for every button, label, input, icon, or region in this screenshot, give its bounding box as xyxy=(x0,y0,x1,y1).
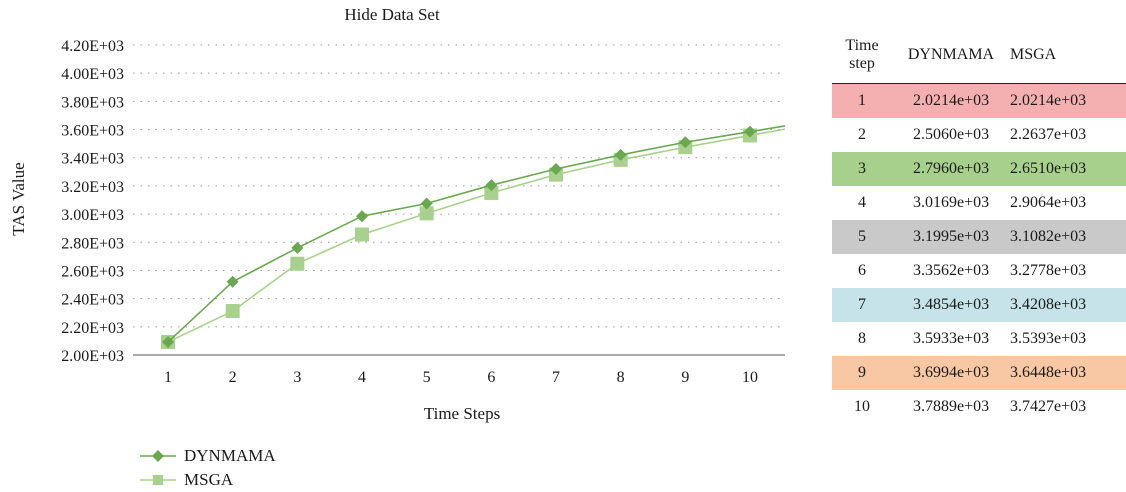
legend-marker-square-icon xyxy=(140,473,176,487)
cell-time-step: 4 xyxy=(832,186,892,220)
cell-time-step: 2 xyxy=(832,118,892,152)
values-table: Time step DYNMAMA MSGA 1 2.0214e+03 2.0214… xyxy=(832,26,1126,424)
y-tick-label: 3.20E+03 xyxy=(61,179,124,196)
cell-msga: 2.9064e+03 xyxy=(1010,186,1126,220)
diamond-marker xyxy=(291,242,303,254)
table-row: 6 3.3562e+03 3.2778e+03 xyxy=(832,254,1126,288)
table-row: 8 3.5933e+03 3.5393e+03 xyxy=(832,322,1126,356)
header-time-step: Time step xyxy=(832,26,892,84)
cell-dynmama: 3.1995e+03 xyxy=(892,220,1010,254)
square-marker xyxy=(355,228,369,242)
cell-msga: 2.0214e+03 xyxy=(1010,84,1126,119)
header-msga: MSGA xyxy=(1010,26,1126,84)
y-tick-labels: 2.00E+03 2.20E+03 2.40E+03 2.60E+03 2.80E+03… xyxy=(61,38,124,365)
cell-msga: 2.6510e+03 xyxy=(1010,152,1126,186)
table-row: 10 3.7889e+03 3.7427e+03 xyxy=(832,390,1126,424)
y-tick-label: 2.40E+03 xyxy=(61,292,124,309)
y-tick-label: 2.20E+03 xyxy=(61,320,124,337)
x-tick-label: 6 xyxy=(487,369,495,386)
x-tick-label: 1 xyxy=(164,369,172,386)
y-tick-label: 2.00E+03 xyxy=(61,348,124,365)
cell-time-step: 9 xyxy=(832,356,892,390)
y-tick-label: 2.80E+03 xyxy=(61,235,124,252)
cell-dynmama: 3.6994e+03 xyxy=(892,356,1010,390)
y-tick-label: 4.20E+03 xyxy=(61,38,124,55)
series-line xyxy=(168,126,785,342)
table-row: 2 2.5060e+03 2.2637e+03 xyxy=(832,118,1126,152)
cell-dynmama: 3.3562e+03 xyxy=(892,254,1010,288)
cell-msga: 3.4208e+03 xyxy=(1010,288,1126,322)
x-tick-label: 4 xyxy=(358,369,366,386)
cell-msga: 3.5393e+03 xyxy=(1010,322,1126,356)
cell-dynmama: 3.5933e+03 xyxy=(892,322,1010,356)
header-time-step-line1: Time xyxy=(845,37,878,54)
cell-dynmama: 3.7889e+03 xyxy=(892,390,1010,424)
table-row: 5 3.1995e+03 3.1082e+03 xyxy=(832,220,1126,254)
x-tick-label: 10 xyxy=(742,369,758,386)
cell-dynmama: 2.5060e+03 xyxy=(892,118,1010,152)
y-tick-label: 3.00E+03 xyxy=(61,207,124,224)
y-tick-label: 3.60E+03 xyxy=(61,123,124,140)
square-marker xyxy=(290,257,304,271)
table-row: 7 3.4854e+03 3.4208e+03 xyxy=(832,288,1126,322)
cell-dynmama: 2.0214e+03 xyxy=(892,84,1010,119)
cell-dynmama: 2.7960e+03 xyxy=(892,152,1010,186)
cell-time-step: 5 xyxy=(832,220,892,254)
cell-msga: 2.2637e+03 xyxy=(1010,118,1126,152)
diamond-marker xyxy=(356,210,368,222)
table-body: 1 2.0214e+03 2.0214e+03 2 2.5060e+03 2.2637e+… xyxy=(832,84,1126,425)
series-line xyxy=(168,129,785,342)
header-dynmama: DYNMAMA xyxy=(892,26,1010,84)
cell-msga: 3.6448e+03 xyxy=(1010,356,1126,390)
x-tick-label: 8 xyxy=(617,369,625,386)
y-axis-label: TAS Value xyxy=(9,162,28,235)
cell-time-step: 3 xyxy=(832,152,892,186)
cell-time-step: 1 xyxy=(832,84,892,119)
x-tick-label: 7 xyxy=(552,369,560,386)
x-tick-label: 3 xyxy=(293,369,301,386)
y-tick-label: 2.60E+03 xyxy=(61,263,124,280)
x-tick-label: 5 xyxy=(423,369,431,386)
legend-label-msga: MSGA xyxy=(184,470,233,490)
legend-item-dynmama: DYNMAMA xyxy=(140,444,276,468)
legend-item-msga: MSGA xyxy=(140,468,276,492)
y-tick-label: 3.40E+03 xyxy=(61,151,124,168)
series-dynmama xyxy=(162,126,785,348)
cell-time-step: 7 xyxy=(832,288,892,322)
cell-time-step: 8 xyxy=(832,322,892,356)
table-row: 9 3.6994e+03 3.6448e+03 xyxy=(832,356,1126,390)
cell-time-step: 10 xyxy=(832,390,892,424)
table-row: 4 3.0169e+03 2.9064e+03 xyxy=(832,186,1126,220)
x-tick-labels: 1 2 3 4 5 6 7 8 9 10 xyxy=(164,369,758,386)
square-marker xyxy=(226,304,240,318)
line-chart: Hide Data Set 2.00E+032.20E+032.40E+032.… xyxy=(0,0,800,440)
table-header-row: Time step DYNMAMA MSGA xyxy=(832,26,1126,84)
header-time-step-line2: step xyxy=(849,55,875,72)
series-layer xyxy=(161,126,785,349)
table-row: 1 2.0214e+03 2.0214e+03 xyxy=(832,84,1126,119)
x-tick-label: 9 xyxy=(681,369,689,386)
cell-msga: 3.7427e+03 xyxy=(1010,390,1126,424)
legend-label-dynmama: DYNMAMA xyxy=(184,446,276,466)
legend-marker-diamond-icon xyxy=(140,449,176,463)
table-row: 3 2.7960e+03 2.6510e+03 xyxy=(832,152,1126,186)
cell-msga: 3.2778e+03 xyxy=(1010,254,1126,288)
x-tick-label: 2 xyxy=(229,369,237,386)
x-axis-label: Time Steps xyxy=(424,404,500,423)
chart-legend: DYNMAMA MSGA xyxy=(140,444,276,492)
series-msga xyxy=(161,128,785,349)
cell-time-step: 6 xyxy=(832,254,892,288)
cell-msga: 3.1082e+03 xyxy=(1010,220,1126,254)
chart-title: Hide Data Set xyxy=(344,5,440,24)
cell-dynmama: 3.0169e+03 xyxy=(892,186,1010,220)
y-tick-label: 3.80E+03 xyxy=(61,94,124,111)
y-tick-label: 4.00E+03 xyxy=(61,66,124,83)
cell-dynmama: 3.4854e+03 xyxy=(892,288,1010,322)
